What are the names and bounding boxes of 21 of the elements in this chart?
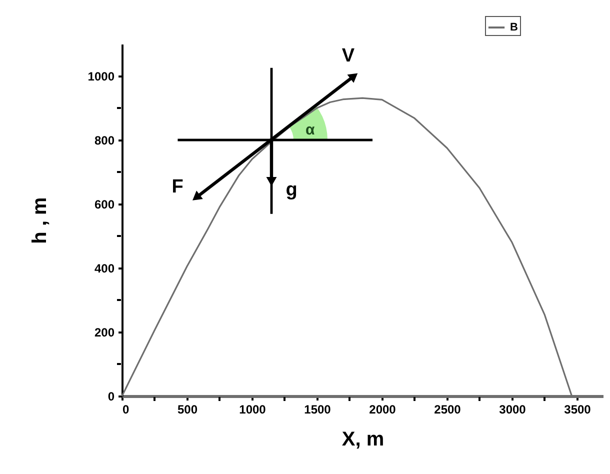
legend-label: B bbox=[510, 22, 518, 34]
x-tick-label: 3000 bbox=[499, 402, 526, 416]
x-tick-label: 3500 bbox=[564, 402, 592, 416]
x-tick-label: 1500 bbox=[304, 402, 332, 416]
y-tick-label: 400 bbox=[94, 262, 115, 276]
annotation: g bbox=[286, 180, 298, 201]
y-tick-label: 200 bbox=[94, 326, 115, 340]
x-tick-label: 1000 bbox=[239, 402, 266, 416]
y-tick-label: 0 bbox=[108, 390, 115, 404]
annotation: α bbox=[306, 122, 316, 139]
y-tick-label: 600 bbox=[94, 198, 115, 212]
annotation: V bbox=[342, 45, 355, 66]
annotation: F bbox=[172, 176, 184, 198]
x-tick-label: 2000 bbox=[369, 402, 396, 416]
x-axis-title: X, m bbox=[342, 428, 384, 450]
y-tick-label: 1000 bbox=[88, 70, 115, 84]
x-tick-label: 500 bbox=[177, 402, 198, 416]
x-tick-label: 0 bbox=[122, 402, 130, 416]
y-axis-title: h , m bbox=[28, 197, 51, 244]
x-tick-label: 2500 bbox=[434, 402, 462, 416]
y-tick-label: 800 bbox=[94, 134, 115, 148]
